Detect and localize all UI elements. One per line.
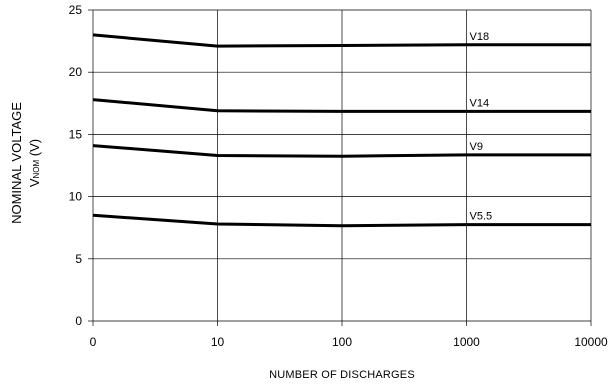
series-label-v18: V18 (470, 31, 490, 43)
y-axis-label-line2: VNOM (V) (26, 102, 46, 224)
series-line-v9 (92, 144, 591, 158)
x-tick-label: 10 (211, 335, 225, 349)
y-axis-symbol: V (27, 178, 42, 188)
y-tick-label: 10 (69, 190, 83, 204)
y-tick-label: 5 (75, 252, 82, 266)
x-tick-label: 1000 (453, 335, 480, 349)
y-tick-label: 0 (75, 314, 82, 328)
y-tick-label: 20 (69, 65, 83, 79)
series-label-v5-5: V5.5 (470, 211, 493, 223)
x-tick-label: 10000 (574, 335, 608, 349)
series-label-v14: V14 (470, 97, 490, 109)
y-axis-label-line1: NOMINAL VOLTAGE (9, 102, 24, 224)
series-label-v9: V9 (470, 141, 483, 153)
x-tick-labels: 0 10 100 1000 10000 (90, 321, 608, 349)
y-axis-unit: (V) (27, 138, 42, 157)
y-tick-label: 25 (69, 3, 83, 17)
y-tick-label: 15 (69, 127, 83, 141)
grid-lines (92, 9, 592, 322)
y-tick-labels: 0 5 10 15 20 25 (69, 3, 93, 328)
series-line-v5-5 (92, 213, 591, 228)
x-axis-label: NUMBER OF DISCHARGES (269, 369, 415, 381)
series-line-v18 (92, 33, 591, 48)
series-labels: V18 V14 V9 V5.5 (470, 31, 493, 223)
x-tick-label: 100 (332, 335, 352, 349)
x-tick-label: 0 (90, 335, 97, 349)
series-line-v14 (92, 98, 591, 113)
series-lines (92, 33, 591, 228)
y-axis-subscript: NOM (32, 159, 41, 179)
